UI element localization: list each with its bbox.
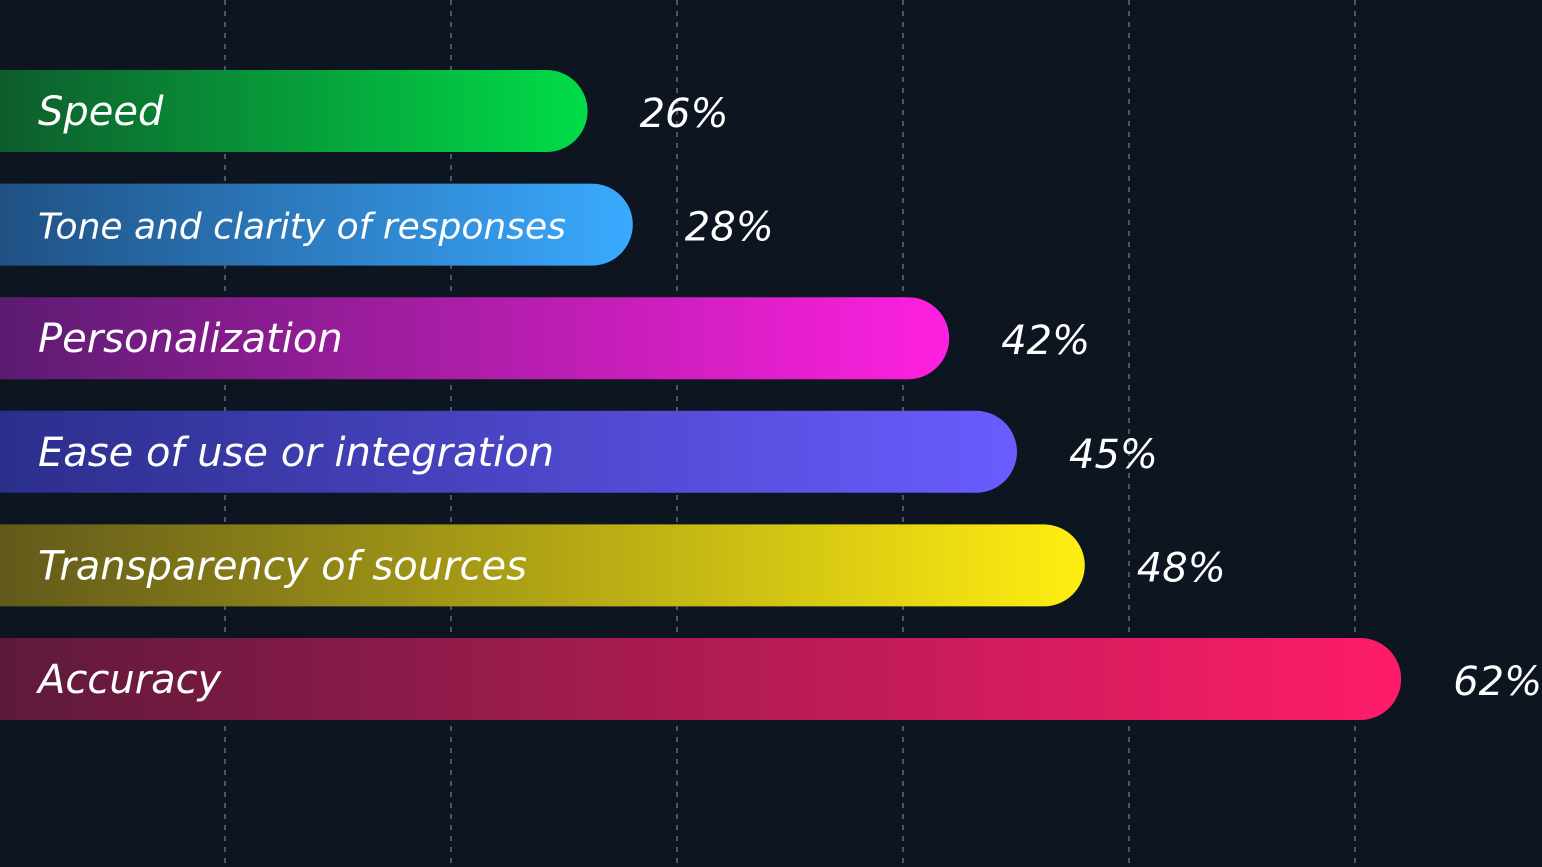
bars-group: Speed 26% Tone and clarity of responses 28%… [0, 70, 1542, 720]
bar [0, 638, 1402, 720]
bar [0, 297, 950, 380]
value-label: 26% [640, 91, 729, 137]
bar [0, 70, 588, 152]
value-label: 42% [1001, 318, 1090, 364]
category-label: Tone and clarity of responses [38, 207, 566, 248]
category-label: Speed [38, 89, 164, 135]
bar [0, 183, 633, 266]
value-label: 45% [1069, 432, 1158, 478]
category-label: Ease of use or integration [38, 430, 554, 476]
bar [0, 410, 1017, 493]
category-label: Transparency of sources [38, 543, 527, 589]
category-label: Personalization [38, 316, 343, 362]
value-label: 62% [1453, 659, 1542, 705]
value-label: 28% [685, 205, 774, 251]
category-label: Accuracy [35, 657, 223, 703]
value-label: 48% [1137, 545, 1226, 591]
bar [0, 524, 1085, 607]
